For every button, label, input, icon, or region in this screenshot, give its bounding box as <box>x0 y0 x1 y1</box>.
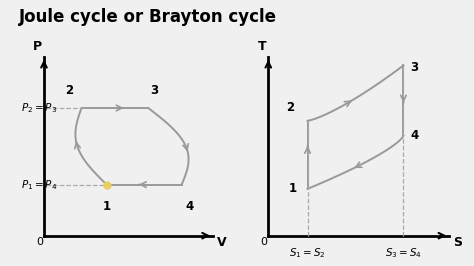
Text: 2: 2 <box>286 101 294 114</box>
Text: $P_2 = P_3$: $P_2 = P_3$ <box>21 101 57 115</box>
Text: $P_1 = P_4$: $P_1 = P_4$ <box>21 178 57 192</box>
Text: 4: 4 <box>410 129 418 142</box>
Text: T: T <box>257 40 266 53</box>
Text: S: S <box>454 236 463 248</box>
Text: $S_3 = S_4$: $S_3 = S_4$ <box>385 246 422 260</box>
Text: 2: 2 <box>65 84 73 97</box>
Text: 4: 4 <box>186 200 194 213</box>
Text: 1: 1 <box>102 200 110 213</box>
Text: 3: 3 <box>410 61 418 74</box>
Text: 3: 3 <box>150 84 158 97</box>
Text: $S_1 = S_2$: $S_1 = S_2$ <box>289 246 326 260</box>
Text: P: P <box>33 40 42 53</box>
Text: 0: 0 <box>36 237 43 247</box>
Text: Joule cycle or Brayton cycle: Joule cycle or Brayton cycle <box>19 8 277 26</box>
Text: 1: 1 <box>289 182 297 195</box>
Text: 0: 0 <box>260 237 267 247</box>
Text: V: V <box>217 236 227 248</box>
